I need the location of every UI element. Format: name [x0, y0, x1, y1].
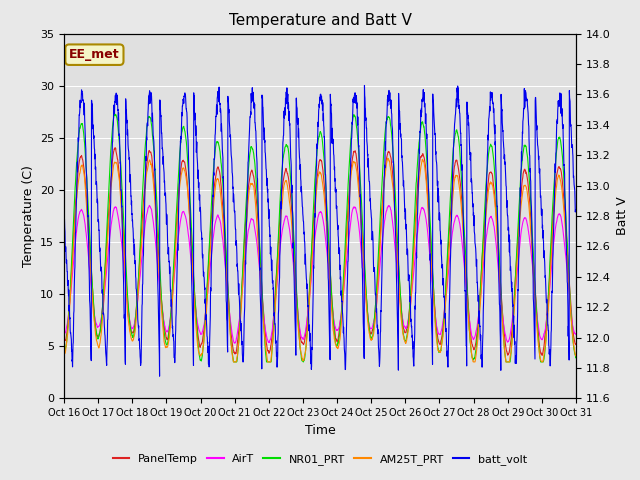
batt_volt — [203, 333, 211, 339]
AirT — [145, 203, 153, 208]
batt_volt — [346, 191, 354, 196]
batt_volt — [156, 373, 163, 379]
PanelTemp — [111, 145, 119, 151]
AM25T_PRT — [541, 342, 549, 348]
PanelTemp — [541, 328, 549, 334]
AirT — [231, 340, 239, 346]
AirT — [541, 326, 549, 332]
NR01_PRT — [346, 150, 354, 156]
Legend: PanelTemp, AirT, NR01_PRT, AM25T_PRT, batt_volt: PanelTemp, AirT, NR01_PRT, AM25T_PRT, ba… — [108, 450, 532, 469]
Line: batt_volt: batt_volt — [64, 85, 576, 376]
NR01_PRT — [230, 359, 237, 365]
AirT — [203, 297, 211, 303]
PanelTemp — [468, 343, 476, 349]
NR01_PRT — [203, 287, 211, 293]
batt_volt — [572, 207, 580, 213]
AM25T_PRT — [469, 358, 477, 363]
NR01_PRT — [60, 349, 68, 355]
Text: EE_met: EE_met — [69, 48, 120, 61]
Line: AirT: AirT — [64, 205, 576, 343]
AM25T_PRT — [527, 235, 535, 240]
PanelTemp — [572, 341, 580, 347]
batt_volt — [527, 201, 535, 207]
NR01_PRT — [541, 343, 549, 348]
AirT — [346, 225, 354, 231]
Y-axis label: Temperature (C): Temperature (C) — [22, 165, 35, 267]
NR01_PRT — [527, 208, 535, 214]
batt_volt — [541, 273, 549, 278]
AM25T_PRT — [60, 352, 68, 358]
AirT — [335, 325, 342, 331]
AirT — [527, 250, 535, 256]
PanelTemp — [335, 333, 342, 339]
PanelTemp — [346, 181, 354, 187]
Y-axis label: Batt V: Batt V — [616, 197, 629, 235]
NR01_PRT — [111, 111, 118, 117]
Line: PanelTemp: PanelTemp — [64, 148, 576, 355]
AM25T_PRT — [346, 191, 354, 196]
AM25T_PRT — [572, 352, 580, 358]
PanelTemp — [538, 352, 546, 358]
PanelTemp — [60, 338, 68, 344]
Line: NR01_PRT: NR01_PRT — [64, 114, 576, 362]
AirT — [469, 335, 477, 340]
AirT — [60, 332, 68, 338]
batt_volt — [60, 206, 68, 212]
Line: AM25T_PRT: AM25T_PRT — [64, 158, 576, 362]
AM25T_PRT — [384, 155, 392, 161]
batt_volt — [360, 83, 368, 88]
NR01_PRT — [572, 355, 580, 360]
batt_volt — [335, 241, 342, 247]
AM25T_PRT — [335, 344, 342, 349]
NR01_PRT — [335, 336, 342, 342]
NR01_PRT — [469, 356, 477, 361]
X-axis label: Time: Time — [305, 424, 335, 437]
PanelTemp — [527, 217, 535, 223]
batt_volt — [469, 204, 477, 210]
AirT — [572, 331, 580, 337]
AM25T_PRT — [203, 302, 211, 308]
PanelTemp — [203, 288, 211, 294]
AM25T_PRT — [230, 359, 237, 365]
Title: Temperature and Batt V: Temperature and Batt V — [228, 13, 412, 28]
